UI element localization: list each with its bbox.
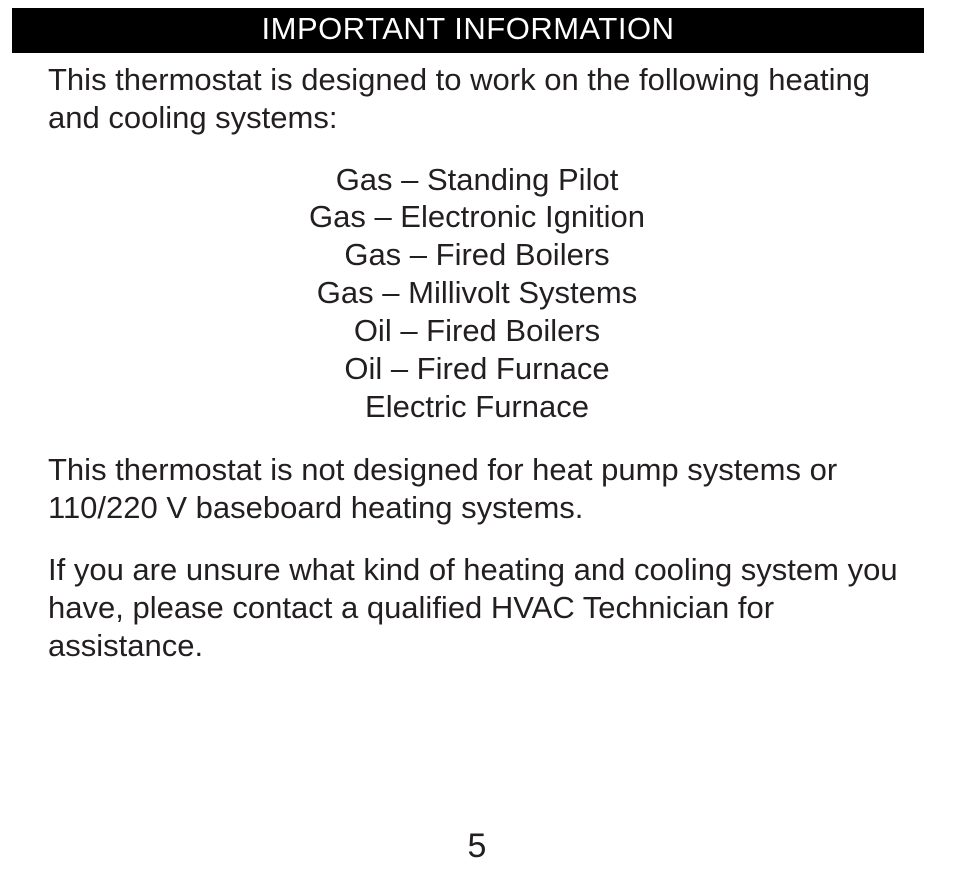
list-item: Gas – Standing Pilot bbox=[48, 161, 906, 199]
compatible-systems-list: Gas – Standing Pilot Gas – Electronic Ig… bbox=[48, 161, 906, 426]
list-item: Gas – Millivolt Systems bbox=[48, 274, 906, 312]
section-header: IMPORTANT INFORMATION bbox=[12, 8, 924, 53]
list-item: Oil – Fired Boilers bbox=[48, 312, 906, 350]
page-number: 5 bbox=[0, 827, 954, 866]
list-item: Electric Furnace bbox=[48, 388, 906, 426]
unsure-paragraph: If you are unsure what kind of heating a… bbox=[48, 551, 906, 664]
list-item: Gas – Electronic Ignition bbox=[48, 198, 906, 236]
list-item: Gas – Fired Boilers bbox=[48, 236, 906, 274]
manual-page: IMPORTANT INFORMATION This thermostat is… bbox=[0, 0, 954, 886]
list-item: Oil – Fired Furnace bbox=[48, 350, 906, 388]
not-designed-paragraph: This thermostat is not designed for heat… bbox=[48, 451, 906, 527]
intro-paragraph: This thermostat is designed to work on t… bbox=[48, 61, 906, 137]
